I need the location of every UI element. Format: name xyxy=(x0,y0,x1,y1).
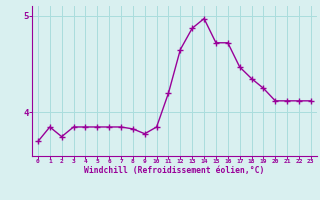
X-axis label: Windchill (Refroidissement éolien,°C): Windchill (Refroidissement éolien,°C) xyxy=(84,166,265,175)
